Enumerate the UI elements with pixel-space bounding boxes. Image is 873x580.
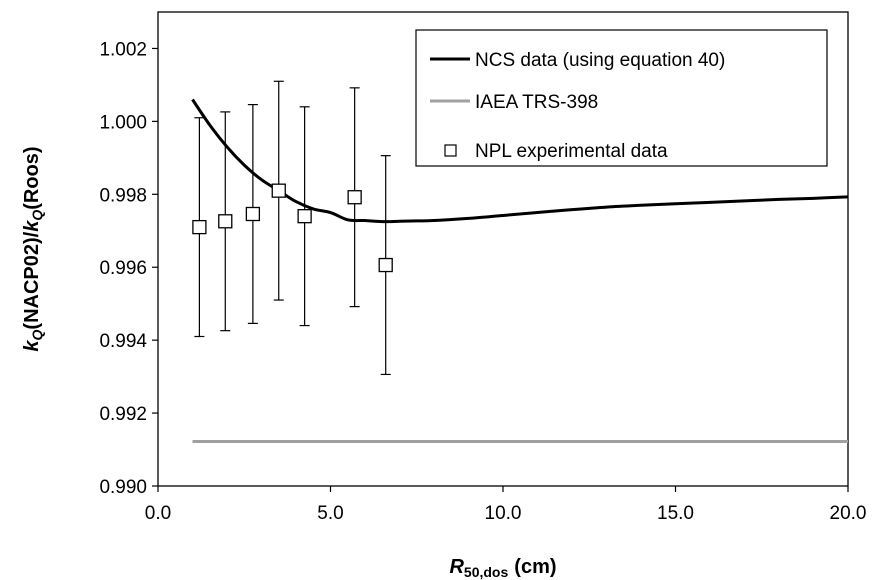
npl-data-point-6 xyxy=(378,257,393,273)
legend: NCS data (using equation 40) IAEA TRS-39… xyxy=(415,29,828,167)
y-tick-label-1: 0.992 xyxy=(99,404,147,425)
x-tick-label-0: 0.0 xyxy=(145,503,171,524)
legend-swatch-npl xyxy=(444,144,457,157)
y-tick-label-5: 1.000 xyxy=(99,112,147,133)
x-tick-label-2: 10.0 xyxy=(485,503,522,524)
legend-label-iaea: IAEA TRS-398 xyxy=(475,92,598,113)
y-axis-ticks: 0.990 0.992 0.994 0.996 0.998 1.000 1.002 xyxy=(99,39,158,498)
legend-label-ncs: NCS data (using equation 40) xyxy=(475,50,725,71)
series-line-ncs-data xyxy=(191,98,849,224)
x-axis-ticks: 0.0 5.0 10.0 15.0 20.0 xyxy=(145,486,867,524)
y-tick-label-3: 0.996 xyxy=(99,258,147,279)
x-tick-label-3: 15.0 xyxy=(657,503,694,524)
npl-data-point-5 xyxy=(347,190,362,205)
x-tick-label-4: 20.0 xyxy=(830,503,867,524)
npl-data-point-0 xyxy=(192,219,207,235)
y-axis-title: kQ(NACP02)/kQ(Roos) xyxy=(21,146,45,351)
legend-label-npl: NPL experimental data xyxy=(475,141,668,162)
npl-data-point-4 xyxy=(297,209,312,224)
y-tick-label-2: 0.994 xyxy=(99,331,147,352)
x-axis-title: R50,dos (cm) xyxy=(449,556,556,580)
npl-data-point-3 xyxy=(271,183,286,198)
npl-data-point-1 xyxy=(218,214,233,229)
y-tick-label-4: 0.998 xyxy=(99,185,147,206)
x-tick-label-1: 5.0 xyxy=(317,503,343,524)
npl-data-point-2 xyxy=(245,206,261,222)
y-tick-label-6: 1.002 xyxy=(99,39,147,60)
legend-box xyxy=(415,29,828,167)
series-layer xyxy=(191,80,849,444)
y-tick-label-0: 0.990 xyxy=(99,477,147,498)
